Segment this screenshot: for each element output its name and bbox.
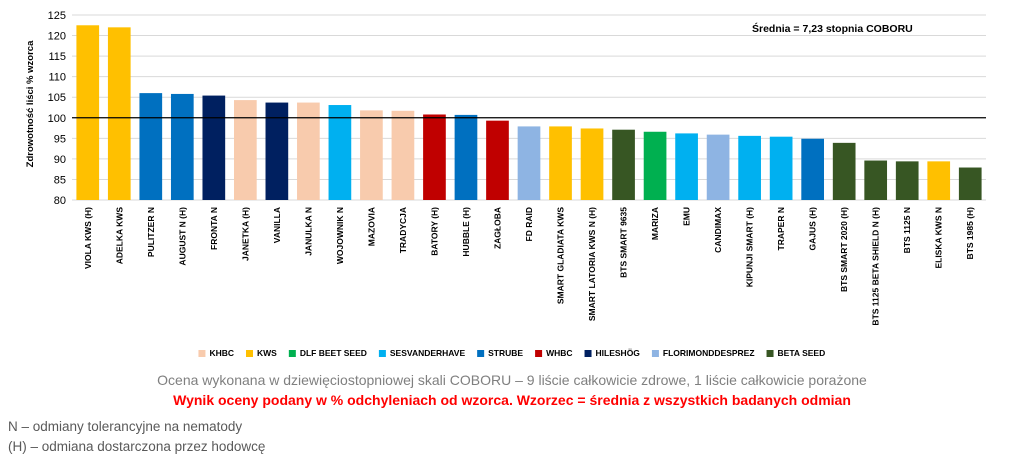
bar [454,114,478,200]
bar [580,128,604,200]
legend-label: DLF BEET SEED [300,348,367,358]
x-tick-label: BTS 1125 BETA SHIELD N (H) [871,207,881,326]
x-tick-label: EMU [682,207,692,226]
legend-label: KHBC [209,348,234,358]
x-tick-label: BTS SMART 9635 [619,207,629,278]
x-tick-label: PULITZER N [146,207,156,257]
x-tick-label: AUGUST N (H) [177,207,187,266]
legend-swatch [766,350,774,357]
bar [832,142,856,200]
bar [486,120,509,200]
bar [423,114,446,200]
x-tick-label: HUBBLE (H) [461,207,471,257]
y-tick-label: 125 [48,10,66,22]
bar [139,93,163,200]
x-tick-label: BTS 1125 N [902,207,912,253]
bar [360,110,383,200]
x-tick-label: VIOLA KWS (H) [83,207,93,269]
x-tick-label: KIPUNJI SMART (H) [745,207,755,287]
bar [675,133,698,200]
bar [170,93,194,200]
y-tick-label: 95 [54,133,66,145]
x-axis-labels: VIOLA KWS (H) ADELKA KWS PULITZER N AUGUST … [83,207,975,326]
y-tick-label: 120 [48,31,66,43]
bar [738,135,761,200]
x-tick-label: SMART LATORIA KWS N (H) [587,207,597,321]
y-tick-label: 90 [54,154,66,166]
x-tick-label: JANETKA (H) [240,207,250,261]
result-note: Wynik oceny podany w % odchyleniach od w… [173,392,851,408]
bar [233,100,257,200]
legend-label: STRUBE [488,348,523,358]
x-tick-label: FRONTA N [209,207,219,250]
bar [643,131,667,200]
x-tick-label: VANILLA [272,207,282,243]
note-breeder: (H) – odmiana dostarczona przez hodowcę [8,439,266,454]
bar [801,138,825,200]
x-tick-label: GAJUS (H) [808,207,818,251]
x-tick-label: JANULKA N [303,207,313,256]
x-tick-label: TRAPER N [776,207,786,250]
x-tick-label: ZAGŁOBA [492,207,502,249]
legend-label: BETA SEED [778,348,826,358]
legend-label: FLORIMONDDESPREZ [663,348,755,358]
note-nematode: N – odmiany tolerancyjne na nematody [8,419,243,434]
legend-swatch [288,350,296,357]
bar [107,27,131,201]
bar [769,136,793,200]
legend-swatch [651,350,659,357]
legend-swatch [584,350,592,357]
y-tick-label: 105 [48,92,66,104]
y-axis-ticks: 80 85 90 95 100 105 110 115 120 125 [48,10,66,207]
x-tick-label: FD RAID [524,207,534,241]
x-tick-label: CANDIMAX [713,207,723,253]
bar [297,102,320,200]
bar [549,126,572,200]
bar [706,134,730,200]
x-tick-label: SMART GLADIATA KWS [556,207,566,304]
bar [328,105,352,200]
bar-chart: 80 85 90 95 100 105 110 115 120 125 VIOLA KWS (H)… [25,10,986,358]
bars [76,25,982,201]
x-tick-label: WOJOWNIK N [335,207,345,264]
legend-swatch [246,350,254,357]
x-tick-label: TRADYCJA [398,207,408,253]
x-tick-label: BTS SMART 2020 (H) [839,207,849,292]
y-tick-label: 110 [48,72,66,84]
legend-label: WHBC [546,348,572,358]
y-tick-label: 85 [54,174,66,186]
bar [76,25,100,201]
x-tick-label: MARIZA [650,207,660,240]
x-tick-label: BTS 1985 (H) [965,207,975,260]
scale-description: Ocena wykonana w dziewięciostopniowej sk… [157,372,867,388]
y-tick-label: 80 [54,195,66,207]
legend: KHBC KWS DLF BEET SEED SESVANDERHAVE STRUBE W… [198,348,825,358]
y-tick-label: 100 [48,113,66,125]
bar [391,110,415,200]
x-tick-label: MAZOVIA [366,207,376,246]
x-tick-label: ADELKA KWS [114,207,124,265]
bar [612,129,635,200]
y-tick-label: 115 [48,51,66,63]
legend-swatch [378,350,386,357]
bar [517,126,541,200]
bar [958,167,982,200]
bar [202,95,226,200]
bar [895,161,919,200]
y-axis-title: Zdrowotność liści % wzorca [25,40,36,167]
x-tick-label: ELISKA KWS N [934,207,944,269]
legend-label: SESVANDERHAVE [390,348,466,358]
bar [927,161,951,200]
legend-swatch [477,350,485,357]
mean-annotation: Średnia = 7,23 stopnia COBORU [752,22,913,35]
bar [265,102,289,200]
legend-label: KWS [257,348,277,358]
legend-label: HILESHÖG [596,348,641,358]
legend-swatch [535,350,543,357]
x-tick-label: BATORY (H) [429,207,439,256]
legend-swatch [198,350,206,357]
bar [864,160,888,200]
